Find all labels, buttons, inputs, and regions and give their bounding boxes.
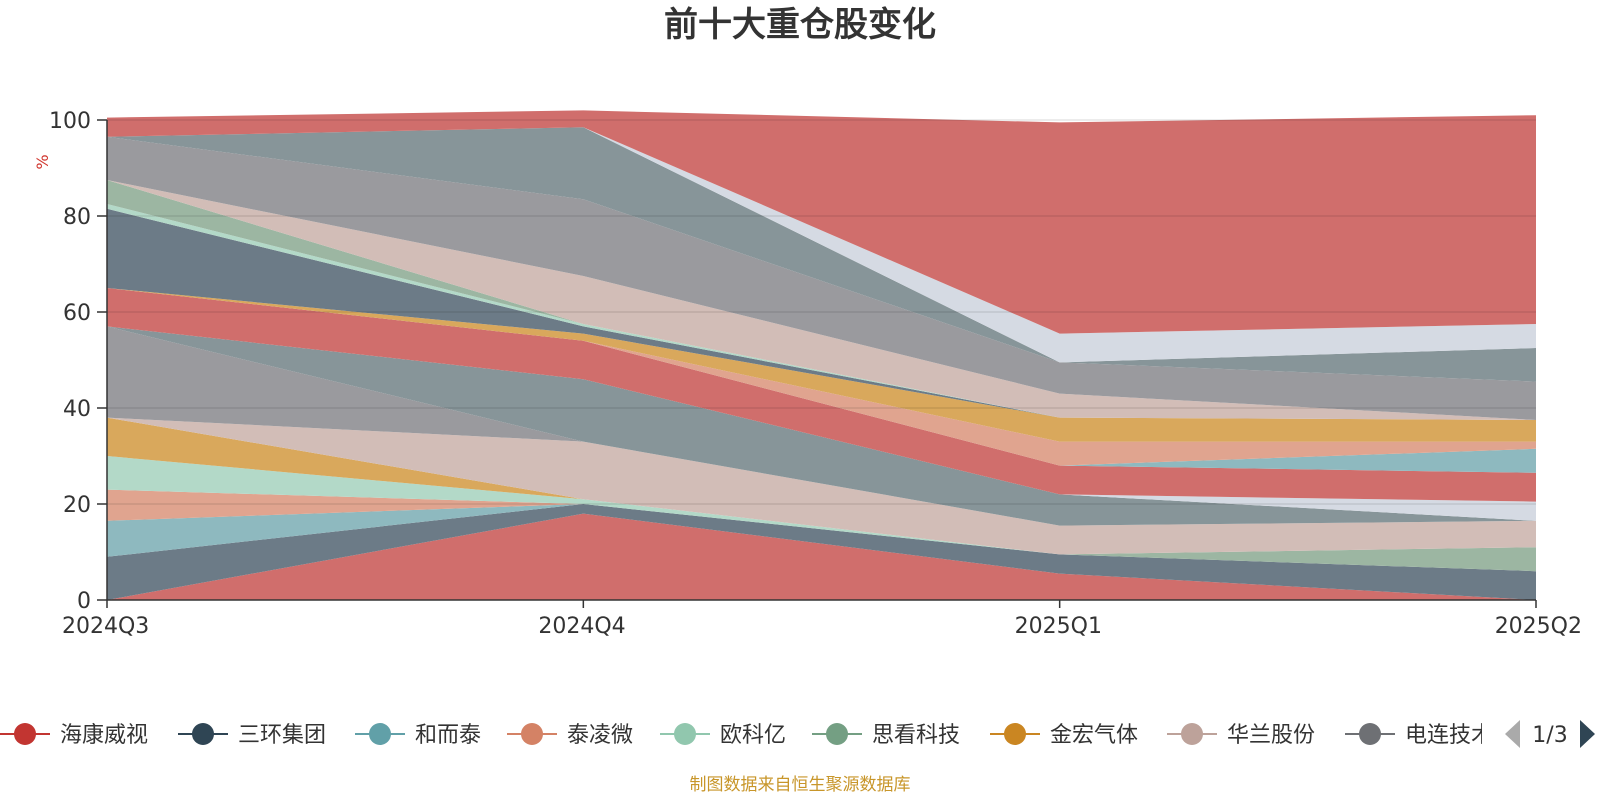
legend-marker-5: [826, 723, 848, 745]
area-series-20: [107, 127, 1536, 382]
x-tick-label-0: 2024Q3: [62, 614, 149, 639]
y-tick-label-0: 0: [77, 589, 91, 614]
legend-label-6: 金宏气体: [1050, 723, 1138, 748]
y-tick-label-4: 80: [63, 205, 91, 230]
area-series-15: [107, 208, 1536, 420]
area-series-21: [107, 127, 1536, 363]
area-series-7: [107, 417, 1536, 555]
legend-label-2: 和而泰: [415, 723, 481, 748]
area-series-22: [107, 110, 1536, 334]
legend-label-4: 欧科亿: [720, 723, 786, 748]
legend-marker-0: [14, 723, 36, 745]
legend-label-0: 海康威视: [60, 723, 148, 748]
legend-item-4[interactable]: 欧科亿: [660, 723, 786, 748]
legend-marker-4: [674, 723, 696, 745]
area-series-14: [107, 288, 1536, 442]
y-tick-label-2: 40: [63, 397, 91, 422]
legend-item-8[interactable]: 电连技术: [1345, 723, 1493, 748]
legend-prev-icon[interactable]: [1505, 720, 1520, 748]
axes: 0 20 40 60 80 100 2024Q3 2024Q4 2025Q1 2025Q2: [49, 109, 1582, 639]
legend-item-5[interactable]: 思看科技: [812, 723, 960, 748]
legend-label-5: 思看科技: [872, 723, 960, 748]
legend-page-indicator: 1/3: [1532, 723, 1567, 748]
legend-marker-7: [1181, 723, 1203, 745]
area-series-1: [107, 504, 1536, 600]
area-series-8: [107, 326, 1536, 526]
legend-item-6[interactable]: 金宏气体: [990, 723, 1138, 748]
x-tick-label-3: 2025Q2: [1495, 614, 1582, 639]
x-tick-label-1: 2024Q4: [538, 614, 625, 639]
source-note: 制图数据来自恒生聚源数据库: [690, 775, 911, 795]
area-series-10: [107, 326, 1536, 521]
x-tick-label-2: 2025Q1: [1015, 614, 1102, 639]
area-series-0: [107, 513, 1536, 600]
legend-marker-3: [521, 723, 543, 745]
area-series-13: [107, 288, 1536, 466]
area-series-3: [107, 489, 1536, 572]
area-series-9: [107, 326, 1536, 526]
legend-label-8: 电连技术: [1405, 723, 1493, 748]
area-layers: [107, 110, 1536, 600]
area-series-11: [107, 288, 1536, 502]
legend-label-1: 三环集团: [238, 723, 326, 748]
grid-lines: [107, 119, 1536, 505]
legend-item-3[interactable]: 泰凌微: [507, 723, 633, 748]
legend-item-7[interactable]: 华兰股份: [1167, 723, 1315, 748]
area-series-5: [107, 456, 1536, 572]
legend-next-icon[interactable]: [1580, 720, 1595, 748]
chart-title: 前十大重仓股变化: [664, 5, 936, 45]
legend-label-7: 华兰股份: [1227, 723, 1315, 748]
legend-marker-1: [192, 723, 214, 745]
area-series-12: [107, 288, 1536, 473]
legend-item-0[interactable]: 海康威视: [0, 723, 148, 748]
legend-pager: 1/3: [1505, 720, 1595, 748]
y-axis-label: %: [33, 154, 52, 169]
y-tick-label-3: 60: [63, 301, 91, 326]
legend-marker-6: [1004, 723, 1026, 745]
legend-item-1[interactable]: 三环集团: [178, 723, 326, 748]
y-tick-label-5: 100: [49, 109, 91, 134]
legend-label-3: 泰凌微: [567, 723, 633, 748]
legend-marker-8: [1359, 723, 1381, 745]
y-tick-label-1: 20: [63, 493, 91, 518]
legend-marker-2: [369, 723, 391, 745]
legend-item-2[interactable]: 和而泰: [355, 723, 481, 748]
legend: 海康威视 三环集团 和而泰 泰凌微 欧科亿 思看科技 金宏气体 华兰股份 电连技术: [0, 723, 1493, 748]
area-series-19: [107, 136, 1536, 421]
